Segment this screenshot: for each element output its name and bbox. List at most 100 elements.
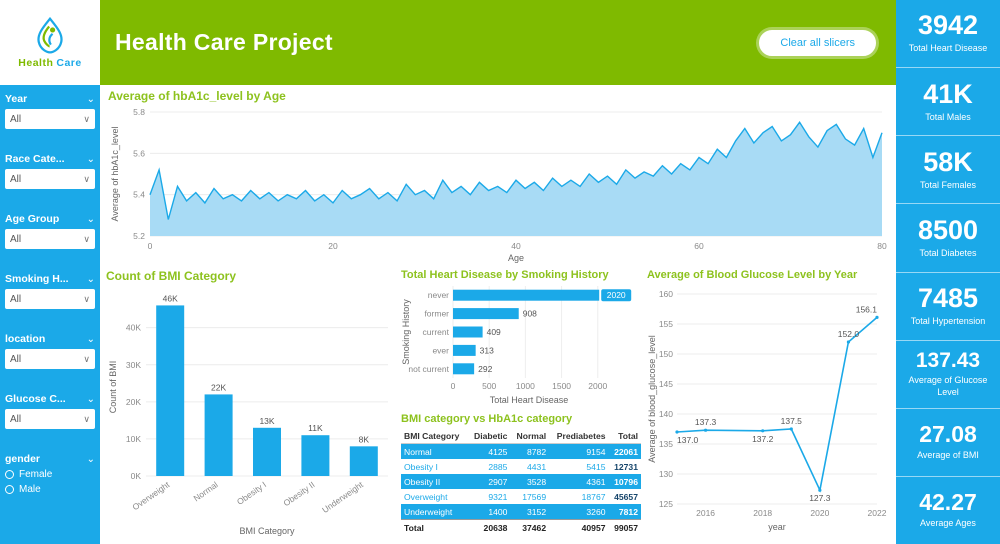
bar-obesity-i[interactable] xyxy=(253,427,281,476)
svg-text:40: 40 xyxy=(511,241,521,251)
kpi-total-heart-disease: 3942 Total Heart Disease xyxy=(896,0,1000,69)
smoking-chart: 0 500 1000 1500 2000 never 2020 former 908 curren… xyxy=(401,282,641,411)
chevron-down-icon[interactable]: ⌄ xyxy=(86,273,95,285)
slicer-dropdown-age-group[interactable]: All ∨ xyxy=(5,229,95,249)
col-header-normal[interactable]: Normal xyxy=(510,428,550,444)
col-header-total[interactable]: Total xyxy=(608,428,641,444)
svg-text:5.2: 5.2 xyxy=(133,231,145,241)
table-cell: 20638 xyxy=(467,519,511,535)
svg-text:137.3: 137.3 xyxy=(695,417,717,427)
slicer-dropdown-value: All xyxy=(10,413,22,425)
table-row-obesity-i[interactable]: Obesity I 2885 4431 5415 12731 xyxy=(401,459,641,474)
slicer-label-text: Year xyxy=(5,93,28,105)
bmi-table: BMI Category Diabetic Normal Prediabetes Tot… xyxy=(401,428,641,535)
svg-text:160: 160 xyxy=(659,289,673,299)
svg-text:8K: 8K xyxy=(359,434,370,444)
bar-obesity-ii[interactable] xyxy=(301,435,330,476)
bar-former[interactable] xyxy=(453,308,519,320)
slicer-smoking-h: Smoking H... ⌄ All ∨ xyxy=(5,273,95,309)
table-row-obesity-ii[interactable]: Obesity II 2907 3528 4361 10796 xyxy=(401,474,641,489)
slicer-glucose-c: Glucose C... ⌄ All ∨ xyxy=(5,393,95,429)
table-cell: 40957 xyxy=(549,519,609,535)
slicer-race-cate: Race Cate... ⌄ All ∨ xyxy=(5,153,95,189)
kpi-value: 58K xyxy=(923,146,973,177)
table-cell: 9154 xyxy=(586,446,606,457)
table-cell: Obesity II xyxy=(404,476,441,487)
chevron-down-icon[interactable]: ⌄ xyxy=(86,93,95,105)
table-cell: Total xyxy=(401,519,468,535)
svg-text:46K: 46K xyxy=(163,293,178,303)
slicer-label: Smoking H... ⌄ xyxy=(5,273,95,285)
table-header-row: BMI Category Diabetic Normal Prediabetes Tot… xyxy=(401,428,641,444)
hba1c-chart-title: Average of hbA1c_level by Age xyxy=(108,89,286,103)
bar-normal[interactable] xyxy=(204,394,233,476)
svg-text:0: 0 xyxy=(451,381,456,391)
chevron-down-icon[interactable]: ⌄ xyxy=(86,453,95,465)
svg-text:former: former xyxy=(424,309,449,319)
svg-text:2022: 2022 xyxy=(868,508,887,518)
slicer-label: gender ⌄ xyxy=(5,453,95,465)
svg-text:2016: 2016 xyxy=(696,508,715,518)
table-cell: 3528 xyxy=(526,476,547,487)
slicer-gender: gender ⌄ Female Male xyxy=(5,453,95,495)
area-series[interactable] xyxy=(150,122,882,236)
slicer-dropdown-year[interactable]: All ∨ xyxy=(5,109,95,129)
chevron-down-icon[interactable]: ⌄ xyxy=(86,393,95,405)
slicer-dropdown-smoking-h[interactable]: All ∨ xyxy=(5,289,95,309)
chevron-down-icon: ∨ xyxy=(83,173,90,184)
kpi-label: Average Ages xyxy=(920,518,976,529)
chevron-down-icon[interactable]: ⌄ xyxy=(86,333,95,345)
table-cell: Underweight xyxy=(404,506,453,517)
col-header-bmi-category[interactable]: BMI Category xyxy=(401,428,468,444)
table-cell: 8782 xyxy=(526,446,547,457)
slicer-dropdown-location[interactable]: All ∨ xyxy=(5,349,95,369)
bar-ever[interactable] xyxy=(453,344,476,356)
svg-text:137.0: 137.0 xyxy=(677,435,699,445)
slicer-list: Year ⌄ All ∨ Race Cate... ⌄ All ∨ Age Group ⌄ All ∨… xyxy=(0,85,100,499)
bmi-chart-title: Count of BMI Category xyxy=(106,269,236,283)
svg-text:Average of blood_glucose_level: Average of blood_glucose_level xyxy=(647,335,657,462)
kpi-average-of-bmi: 27.08 Average of BMI xyxy=(896,409,1000,477)
svg-text:2018: 2018 xyxy=(753,508,772,518)
chevron-down-icon: ∨ xyxy=(83,113,90,124)
svg-text:80: 80 xyxy=(877,241,887,251)
slicer-dropdown-value: All xyxy=(10,353,22,365)
svg-text:5.8: 5.8 xyxy=(133,107,145,117)
chevron-down-icon[interactable]: ⌄ xyxy=(86,153,95,165)
radio-option-female[interactable]: Female xyxy=(5,469,95,480)
table-row-normal[interactable]: Normal 4125 8782 9154 22061 xyxy=(401,443,641,459)
bar-never[interactable] xyxy=(453,289,600,301)
table-total-row: Total 20638 37462 40957 99057 xyxy=(401,519,641,535)
bar-underweight[interactable] xyxy=(349,446,378,476)
svg-text:0K: 0K xyxy=(131,471,142,481)
logo-text: Health Care xyxy=(18,57,81,69)
bar-not-current[interactable] xyxy=(453,363,475,375)
kpi-total-males: 41K Total Males xyxy=(896,68,1000,137)
bar-current[interactable] xyxy=(453,326,483,338)
smoking-chart-title: Total Heart Disease by Smoking History xyxy=(401,269,609,281)
table-row-overweight[interactable]: Overweight 9321 17569 18767 45657 xyxy=(401,489,641,504)
center-column: Health Care Project Clear all slicers Av… xyxy=(100,0,896,544)
hba1c-panel: Average of hbA1c_level by Age 5.2 5.4 5.6 5… xyxy=(100,85,896,265)
svg-text:0: 0 xyxy=(148,241,153,251)
health-care-logo-icon xyxy=(37,16,63,54)
line-series[interactable] xyxy=(676,316,878,493)
slicer-dropdown-glucose-c[interactable]: All ∨ xyxy=(5,409,95,429)
table-cell: 4125 xyxy=(488,446,508,457)
col-header-prediabetes[interactable]: Prediabetes xyxy=(549,428,609,444)
radio-icon xyxy=(5,485,14,494)
table-cell: 99057 xyxy=(608,519,641,535)
bmi-chart: 0K 10K 20K 30K 40K 46K Overweight 22K Normal 13K O… xyxy=(106,284,393,543)
col-header-diabetic[interactable]: Diabetic xyxy=(467,428,511,444)
slicer-dropdown-race-cate[interactable]: All ∨ xyxy=(5,169,95,189)
svg-text:150: 150 xyxy=(659,349,673,359)
chevron-down-icon[interactable]: ⌄ xyxy=(86,213,95,225)
table-cell: 2885 xyxy=(488,461,508,472)
kpi-value: 42.27 xyxy=(919,489,977,516)
clear-all-slicers-button[interactable]: Clear all slicers xyxy=(759,29,876,56)
radio-option-male[interactable]: Male xyxy=(5,484,95,495)
bar-overweight[interactable] xyxy=(156,305,185,476)
hba1c-chart: 5.2 5.4 5.6 5.8 0 20 40 60 80 Average of hbA1c_le… xyxy=(108,104,890,269)
table-row-underweight[interactable]: Underweight 1400 3152 3260 7812 xyxy=(401,504,641,520)
slicer-dropdown-value: All xyxy=(10,113,22,125)
